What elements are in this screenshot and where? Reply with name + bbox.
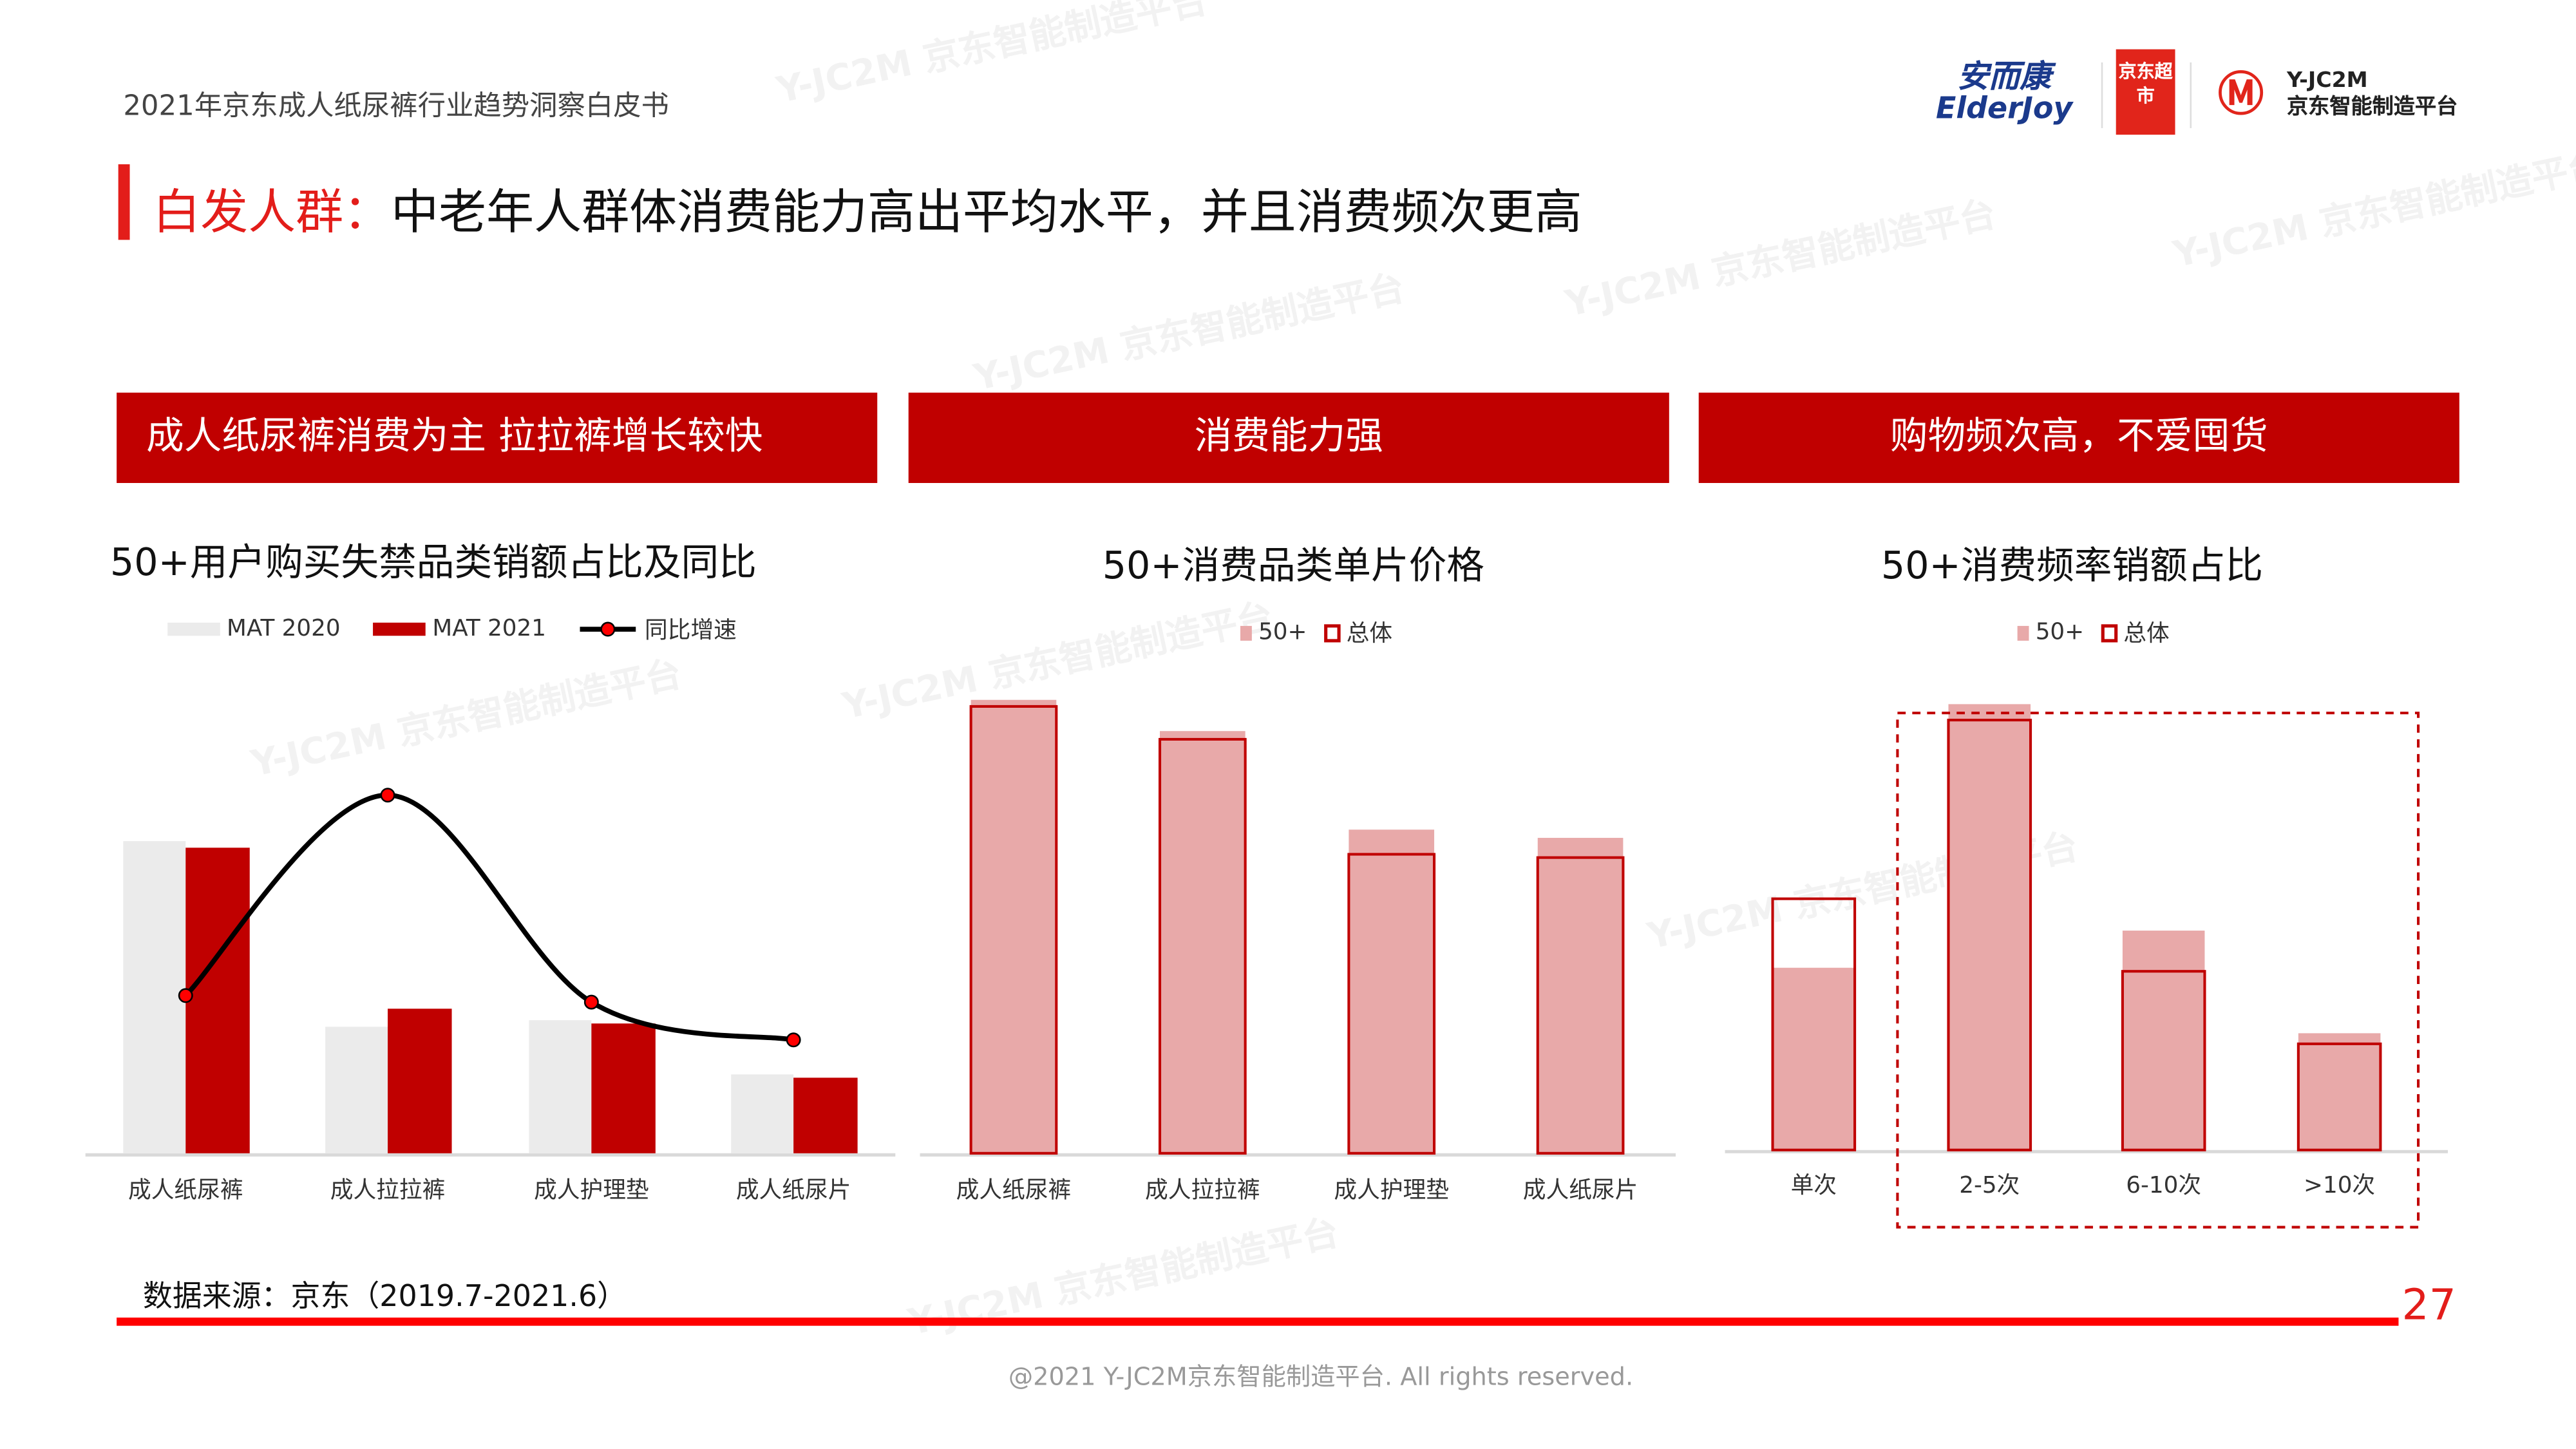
bar-overall — [1158, 737, 1247, 1155]
bar-50plus — [2298, 1033, 2381, 1150]
legend-label-50plus: 50+ — [1258, 619, 1307, 646]
logo-divider — [2190, 62, 2192, 128]
bar-50plus — [1948, 704, 2031, 1150]
bar-overall — [2297, 1042, 2382, 1151]
legend-swatch-mat2020 — [167, 622, 220, 636]
bar-50plus — [971, 699, 1057, 1153]
banner-1: 成人纸尿裤消费为主 拉拉裤增长较快 — [117, 392, 878, 483]
legend-label-overall: 总体 — [2123, 621, 2170, 648]
legend-label-overall: 总体 — [1346, 621, 1393, 648]
bar-overall — [1947, 719, 2032, 1151]
jd-supermarket-logo: 京东超市 — [2116, 49, 2175, 135]
x-tick-label: 成人护理垫 — [534, 1178, 649, 1204]
elderjoy-logo: 安而康 ElderJoy — [1922, 62, 2087, 125]
bar-50plus — [1537, 838, 1624, 1153]
chart2-legend: 50+ 总体 — [1240, 616, 1392, 649]
yjc2m-logo-cn: 京东智能制造平台 — [2286, 95, 2458, 120]
headline-prefix: 白发人群： — [153, 184, 392, 240]
headline: 白发人群：中老年人群体消费能力高出平均水平，并且消费频次更高 — [153, 174, 1582, 243]
banner-3: 购物频次高，不爱囤货 — [1698, 392, 2459, 483]
yjc2m-logo-icon: Ⓜ — [2217, 67, 2264, 122]
x-tick-label: 2-5次 — [1959, 1173, 2020, 1200]
x-tick-label: 成人拉拉裤 — [330, 1178, 446, 1204]
copyright: @2021 Y-JC2M京东智能制造平台. All rights reserve… — [1008, 1361, 1634, 1392]
bar-overall — [1347, 853, 1436, 1155]
footer-rule — [117, 1317, 2399, 1326]
logo-divider — [2101, 62, 2103, 128]
legend-label-mat2020: MAT 2020 — [227, 616, 341, 643]
bar-overall — [1771, 897, 1857, 1151]
x-tick-label: 成人纸尿裤 — [128, 1178, 243, 1204]
legend-swatch-50plus — [1240, 625, 1252, 640]
headline-text: 中老年人群体消费能力高出平均水平，并且消费频次更高 — [391, 184, 1582, 240]
x-tick-label: 成人纸尿裤 — [956, 1178, 1072, 1204]
x-tick-label: 成人拉拉裤 — [1145, 1178, 1260, 1204]
bar-mat2020 — [731, 1074, 794, 1153]
legend-swatch-overall — [1323, 623, 1340, 642]
x-tick-label: >10次 — [2304, 1173, 2376, 1200]
chart2-title: 50+消费品类单片价格 — [1102, 545, 1484, 589]
bar-50plus — [2122, 931, 2205, 1150]
bar-mat2020 — [123, 841, 186, 1153]
bar-overall — [2121, 970, 2206, 1151]
legend-swatch-overall — [2100, 623, 2117, 642]
growth-line — [184, 792, 794, 1043]
bar-mat2021 — [388, 1009, 452, 1153]
legend-label-50plus: 50+ — [2035, 619, 2085, 646]
growth-point — [583, 994, 599, 1010]
x-tick-label: 成人纸尿片 — [1522, 1178, 1638, 1204]
legend-swatch-growth-line — [580, 621, 637, 637]
bar-mat2021 — [793, 1077, 858, 1153]
x-tick-label: 成人纸尿片 — [735, 1178, 851, 1204]
bar-mat2020 — [325, 1027, 388, 1153]
bar-overall — [969, 705, 1058, 1155]
bar-50plus — [1772, 967, 1855, 1150]
x-tick-label: 单次 — [1790, 1173, 1837, 1200]
data-source: 数据来源：京东（2019.7-2021.6） — [142, 1280, 627, 1314]
legend-label-growth: 同比增速 — [645, 618, 737, 644]
bar-50plus — [1160, 731, 1245, 1153]
headline-accent-bar — [118, 164, 130, 240]
elderjoy-logo-cn: 安而康 — [1957, 59, 2051, 95]
bar-mat2021 — [591, 1023, 656, 1153]
growth-point — [178, 988, 193, 1003]
bar-50plus — [1349, 829, 1435, 1153]
legend-swatch-mat2021 — [373, 622, 426, 636]
bar-overall — [1536, 856, 1625, 1155]
bar-mat2020 — [529, 1020, 592, 1153]
x-tick-label: 成人护理垫 — [1334, 1178, 1449, 1204]
legend-label-mat2021: MAT 2021 — [432, 616, 546, 643]
chart3-title: 50+消费频率销额占比 — [1880, 545, 2264, 589]
yjc2m-logo: Ⓜ Y-JC2M 京东智能制造平台 — [2218, 62, 2458, 128]
elderjoy-logo-en: ElderJoy — [1936, 91, 2073, 127]
yjc2m-logo-en: Y-JC2M — [2286, 69, 2368, 94]
growth-point — [786, 1032, 801, 1048]
legend-swatch-50plus — [2017, 625, 2029, 640]
document-title: 2021年京东成人纸尿裤行业趋势洞察白皮书 — [123, 90, 669, 124]
growth-point — [380, 788, 395, 803]
bar-mat2021 — [185, 848, 250, 1153]
page-number: 27 — [2401, 1281, 2456, 1331]
x-tick-label: 6-10次 — [2126, 1173, 2202, 1200]
chart1-legend: MAT 2020 MAT 2021 同比增速 — [167, 613, 737, 646]
banner-2: 消费能力强 — [908, 392, 1669, 483]
chart3-legend: 50+ 总体 — [2017, 616, 2170, 649]
chart1-title: 50+用户购买失禁品类销额占比及同比 — [109, 542, 757, 585]
